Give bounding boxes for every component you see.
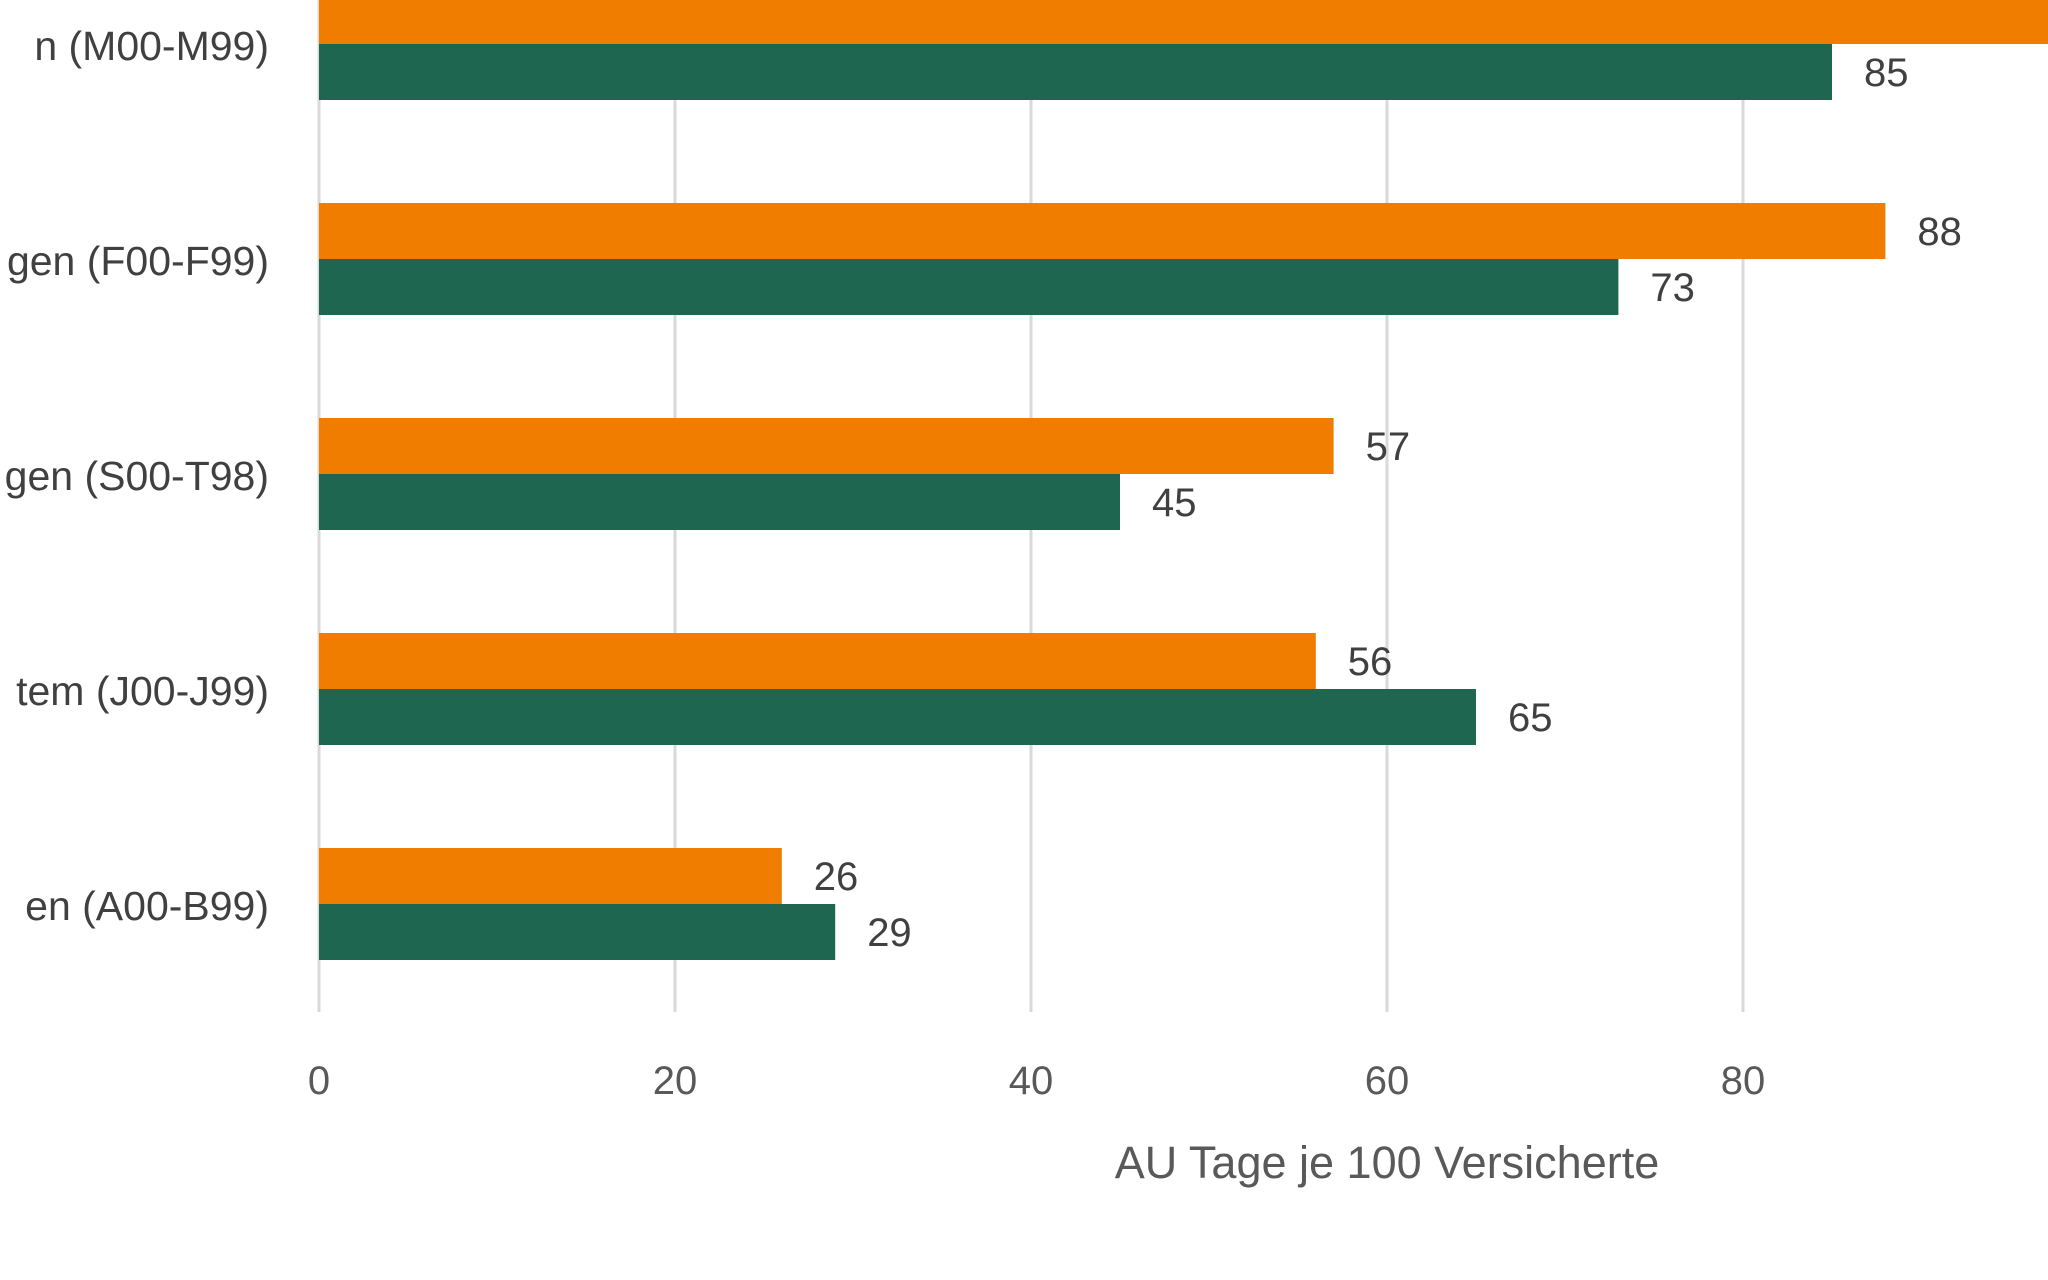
data-label: 85 (1864, 51, 1909, 95)
category-label: en (A00-B99) (25, 883, 269, 929)
bar-green (319, 689, 1476, 745)
category-label: gen (S00-T98) (5, 453, 269, 499)
bar-orange (319, 848, 782, 904)
category-label: n (M00-M99) (34, 23, 269, 69)
bar-orange (319, 418, 1334, 474)
bar-orange (319, 203, 1886, 259)
data-label: 88 (1917, 210, 1962, 254)
category-label: tem (J00-J99) (16, 668, 269, 714)
data-label: 29 (867, 911, 912, 955)
bar-orange (319, 0, 2048, 44)
bar-green (319, 474, 1120, 530)
data-label: 26 (814, 855, 859, 899)
x-axis-title: AU Tage je 100 Versicherte (1115, 1137, 1660, 1188)
data-label: 73 (1650, 266, 1695, 310)
data-label: 45 (1152, 481, 1197, 525)
bar-green (319, 44, 1832, 100)
bar-orange (319, 633, 1316, 689)
data-label: 65 (1508, 696, 1553, 740)
bar-green (319, 904, 836, 960)
data-label: 56 (1348, 640, 1393, 684)
x-tick-label: 20 (653, 1059, 698, 1103)
bar-green (319, 259, 1619, 315)
x-tick-label: 60 (1365, 1059, 1410, 1103)
category-label: gen (F00-F99) (7, 238, 269, 284)
data-label: 57 (1366, 425, 1411, 469)
x-tick-label: 40 (1009, 1059, 1054, 1103)
x-tick-label: 80 (1721, 1059, 1766, 1103)
x-tick-label: 0 (308, 1059, 330, 1103)
